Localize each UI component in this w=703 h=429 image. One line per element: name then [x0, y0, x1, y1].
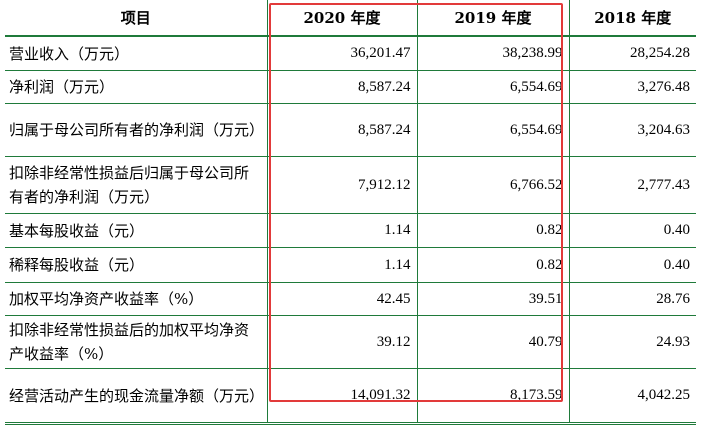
- value-2019: 38,238.99: [417, 36, 570, 71]
- table-row: 基本每股收益（元） 1.14 0.82 0.40: [5, 213, 696, 248]
- value-2020: 1.14: [267, 213, 418, 248]
- table-row: 净利润（万元） 8,587.24 6,554.69 3,276.48: [5, 70, 696, 104]
- table-row: 营业收入（万元） 36,201.47 38,238.99 28,254.28: [5, 36, 696, 71]
- value-2018: 28,254.28: [569, 36, 696, 71]
- value-2018: 28.76: [569, 282, 696, 316]
- table-row: 归属于母公司所有者的净利润（万元） 8,587.24 6,554.69 3,20…: [5, 103, 696, 157]
- value-2018: 3,276.48: [569, 70, 696, 104]
- row-label: 扣除非经常性损益后的加权平均净资产收益率（%）: [5, 315, 268, 369]
- value-2019: 0.82: [417, 213, 570, 248]
- row-label: 经营活动产生的现金流量净额（万元）: [5, 368, 268, 425]
- header-2019: 2019 年度: [417, 0, 570, 37]
- value-2020: 1.14: [267, 247, 418, 283]
- value-2020: 39.12: [267, 315, 418, 369]
- value-2020: 36,201.47: [267, 36, 418, 71]
- row-label: 净利润（万元）: [5, 70, 268, 104]
- value-2019: 40.79: [417, 315, 570, 369]
- financial-table-container: 项目 2020 年度 2019 年度 2018 年度 营业收入（万元） 36,2…: [5, 0, 696, 425]
- value-2018: 0.40: [569, 247, 696, 283]
- table-row: 加权平均净资产收益率（%） 42.45 39.51 28.76: [5, 282, 696, 316]
- value-2019: 6,766.52: [417, 156, 570, 214]
- row-label: 基本每股收益（元）: [5, 213, 268, 248]
- table-row: 扣除非经常性损益后归属于母公司所有者的净利润（万元） 7,912.12 6,76…: [5, 156, 696, 214]
- value-2018: 4,042.25: [569, 368, 696, 425]
- value-2018: 3,204.63: [569, 103, 696, 157]
- value-2020: 7,912.12: [267, 156, 418, 214]
- value-2019: 6,554.69: [417, 70, 570, 104]
- financial-table: 项目 2020 年度 2019 年度 2018 年度 营业收入（万元） 36,2…: [5, 0, 696, 425]
- value-2018: 2,777.43: [569, 156, 696, 214]
- row-label: 营业收入（万元）: [5, 36, 268, 71]
- value-2018: 24.93: [569, 315, 696, 369]
- table-row: 稀释每股收益（元） 1.14 0.82 0.40: [5, 247, 696, 283]
- table-row: 扣除非经常性损益后的加权平均净资产收益率（%） 39.12 40.79 24.9…: [5, 315, 696, 369]
- value-2019: 6,554.69: [417, 103, 570, 157]
- header-2018: 2018 年度: [569, 0, 696, 37]
- value-2020: 14,091.32: [267, 368, 418, 425]
- value-2019: 8,173.59: [417, 368, 570, 425]
- row-label: 归属于母公司所有者的净利润（万元）: [5, 103, 268, 157]
- table-header-row: 项目 2020 年度 2019 年度 2018 年度: [5, 0, 696, 37]
- value-2020: 8,587.24: [267, 103, 418, 157]
- row-label: 加权平均净资产收益率（%）: [5, 282, 268, 316]
- row-label: 稀释每股收益（元）: [5, 247, 268, 283]
- header-2020: 2020 年度: [267, 0, 418, 37]
- row-label: 扣除非经常性损益后归属于母公司所有者的净利润（万元）: [5, 156, 268, 214]
- table-row: 经营活动产生的现金流量净额（万元） 14,091.32 8,173.59 4,0…: [5, 368, 696, 425]
- value-2019: 0.82: [417, 247, 570, 283]
- value-2018: 0.40: [569, 213, 696, 248]
- header-item: 项目: [5, 0, 268, 37]
- value-2020: 42.45: [267, 282, 418, 316]
- value-2019: 39.51: [417, 282, 570, 316]
- value-2020: 8,587.24: [267, 70, 418, 104]
